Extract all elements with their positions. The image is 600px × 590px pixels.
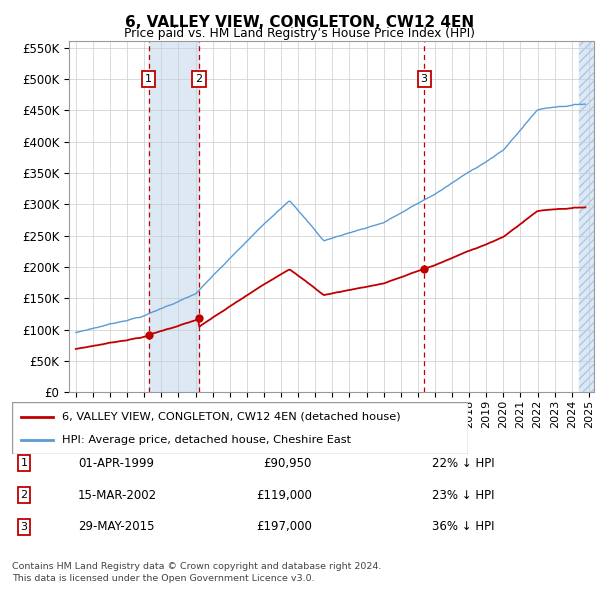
Text: 2: 2 [20, 490, 28, 500]
Bar [578, 41, 594, 392]
Text: 15-MAR-2002: 15-MAR-2002 [78, 489, 157, 502]
Text: 6, VALLEY VIEW, CONGLETON, CW12 4EN (detached house): 6, VALLEY VIEW, CONGLETON, CW12 4EN (det… [62, 412, 401, 422]
Text: Price paid vs. HM Land Registry’s House Price Index (HPI): Price paid vs. HM Land Registry’s House … [125, 27, 476, 40]
Text: 22% ↓ HPI: 22% ↓ HPI [432, 457, 494, 470]
Text: £90,950: £90,950 [263, 457, 312, 470]
Text: 36% ↓ HPI: 36% ↓ HPI [432, 520, 494, 533]
Bar [578, 41, 594, 392]
Text: 3: 3 [421, 74, 428, 84]
Text: £197,000: £197,000 [256, 520, 312, 533]
Text: Contains HM Land Registry data © Crown copyright and database right 2024.: Contains HM Land Registry data © Crown c… [12, 562, 382, 571]
Text: 23% ↓ HPI: 23% ↓ HPI [432, 489, 494, 502]
Text: HPI: Average price, detached house, Cheshire East: HPI: Average price, detached house, Ches… [62, 435, 351, 445]
Text: 6, VALLEY VIEW, CONGLETON, CW12 4EN: 6, VALLEY VIEW, CONGLETON, CW12 4EN [125, 15, 475, 30]
Text: 2: 2 [196, 74, 203, 84]
Text: 29-MAY-2015: 29-MAY-2015 [78, 520, 155, 533]
Bar [149, 41, 199, 392]
Text: £119,000: £119,000 [256, 489, 312, 502]
Text: 3: 3 [20, 522, 28, 532]
Text: 1: 1 [20, 458, 28, 468]
FancyBboxPatch shape [12, 402, 468, 454]
Text: 01-APR-1999: 01-APR-1999 [78, 457, 154, 470]
Text: This data is licensed under the Open Government Licence v3.0.: This data is licensed under the Open Gov… [12, 574, 314, 583]
Text: 1: 1 [145, 74, 152, 84]
